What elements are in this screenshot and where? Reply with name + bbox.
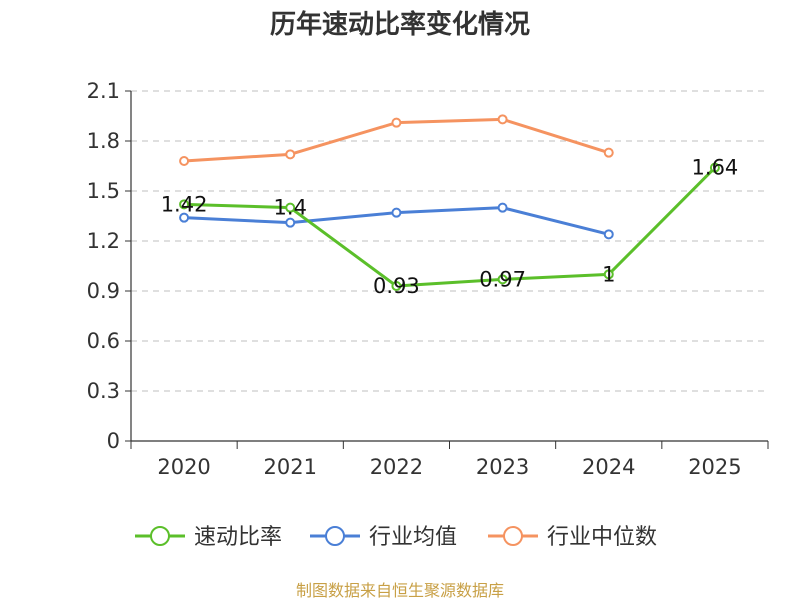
- x-tick-label: 2021: [264, 455, 317, 479]
- legend: 速动比率 行业均值 行业中位数: [135, 525, 657, 550]
- data-point: [285, 217, 296, 228]
- legend-label-2: 行业中位数: [547, 525, 657, 550]
- x-tick-label: 2020: [157, 455, 210, 479]
- data-point: [285, 149, 296, 160]
- x-tick-label: 2024: [582, 455, 635, 479]
- x-tick-label: 2022: [370, 455, 423, 479]
- x-tick-label: 2025: [688, 455, 741, 479]
- y-tick-label: 0.6: [87, 329, 120, 353]
- data-label: 0.97: [479, 267, 526, 291]
- y-tick-label: 2.1: [87, 79, 120, 103]
- data-point: [179, 199, 190, 210]
- y-tick-label: 1.8: [87, 129, 120, 153]
- y-tick-label: 0: [107, 429, 120, 453]
- y-tick-label: 0.9: [87, 279, 120, 303]
- series-line-0: [184, 166, 716, 288]
- data-label: 0.93: [373, 274, 420, 298]
- legend-label-0: 速动比率: [194, 525, 282, 550]
- data-point: [391, 281, 402, 291]
- x-tick-label: 2023: [476, 455, 529, 479]
- series: 1.42 1.4 0.93 0.97 1 1.64: [161, 114, 739, 298]
- data-point: [391, 117, 402, 128]
- data-point: [179, 156, 190, 166]
- data-point: [497, 202, 508, 213]
- data-label: 1.64: [692, 156, 739, 180]
- data-label: 1.4: [274, 196, 307, 220]
- data-label: 1.42: [161, 192, 208, 216]
- axes: 0 0.3 0.6 0.9 1.2 1.5 1.8 2.1 2020 2021 2022 2023 20…: [87, 79, 769, 479]
- data-point: [603, 147, 614, 158]
- data-label: 1: [602, 262, 615, 286]
- data-point: [179, 212, 190, 223]
- legend-marker-2: [503, 526, 523, 546]
- source-note: 制图数据来自恒生聚源数据库: [296, 581, 504, 600]
- legend-marker-1: [325, 526, 345, 546]
- data-point: [709, 162, 720, 173]
- data-point: [603, 269, 614, 280]
- data-point: [497, 114, 508, 125]
- data-point: [603, 229, 614, 240]
- legend-marker-0: [150, 526, 170, 546]
- data-point: [497, 274, 508, 285]
- y-tick-label: 0.3: [87, 379, 120, 403]
- grid: [131, 90, 768, 392]
- legend-label-1: 行业均值: [369, 525, 457, 550]
- y-tick-label: 1.5: [87, 179, 120, 203]
- data-point: [285, 202, 296, 213]
- y-tick-label: 1.2: [87, 229, 120, 253]
- data-point: [391, 207, 402, 218]
- chart-title: 历年速动比率变化情况: [270, 9, 530, 40]
